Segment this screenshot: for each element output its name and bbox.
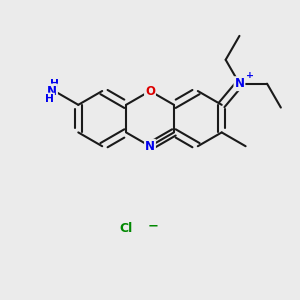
Text: N: N <box>47 85 57 98</box>
Text: H: H <box>45 94 54 103</box>
Text: −: − <box>148 219 158 232</box>
Text: H: H <box>50 79 59 88</box>
Text: N: N <box>145 140 155 153</box>
Text: O: O <box>145 85 155 98</box>
Text: +: + <box>246 71 254 80</box>
Text: N: N <box>234 77 244 90</box>
Text: Cl: Cl <box>119 221 133 235</box>
